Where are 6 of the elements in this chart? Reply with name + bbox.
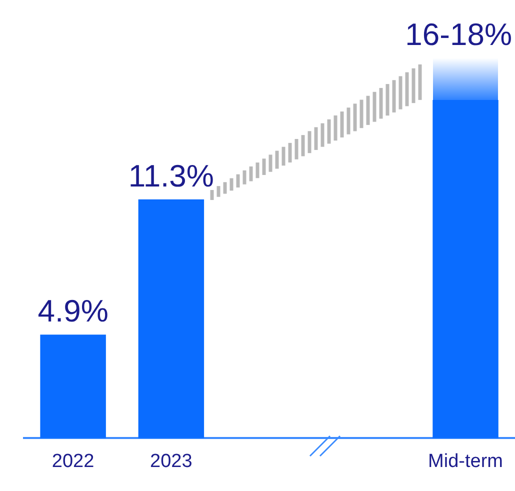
x-tick-label: Mid-term <box>428 450 504 472</box>
x-tick-label: 2023 <box>150 450 192 472</box>
data-label: 11.3% <box>128 158 214 194</box>
data-label: 16-18% <box>405 17 512 52</box>
data-label: 4.9% <box>38 294 108 329</box>
x-tick-label: 2022 <box>52 450 94 472</box>
